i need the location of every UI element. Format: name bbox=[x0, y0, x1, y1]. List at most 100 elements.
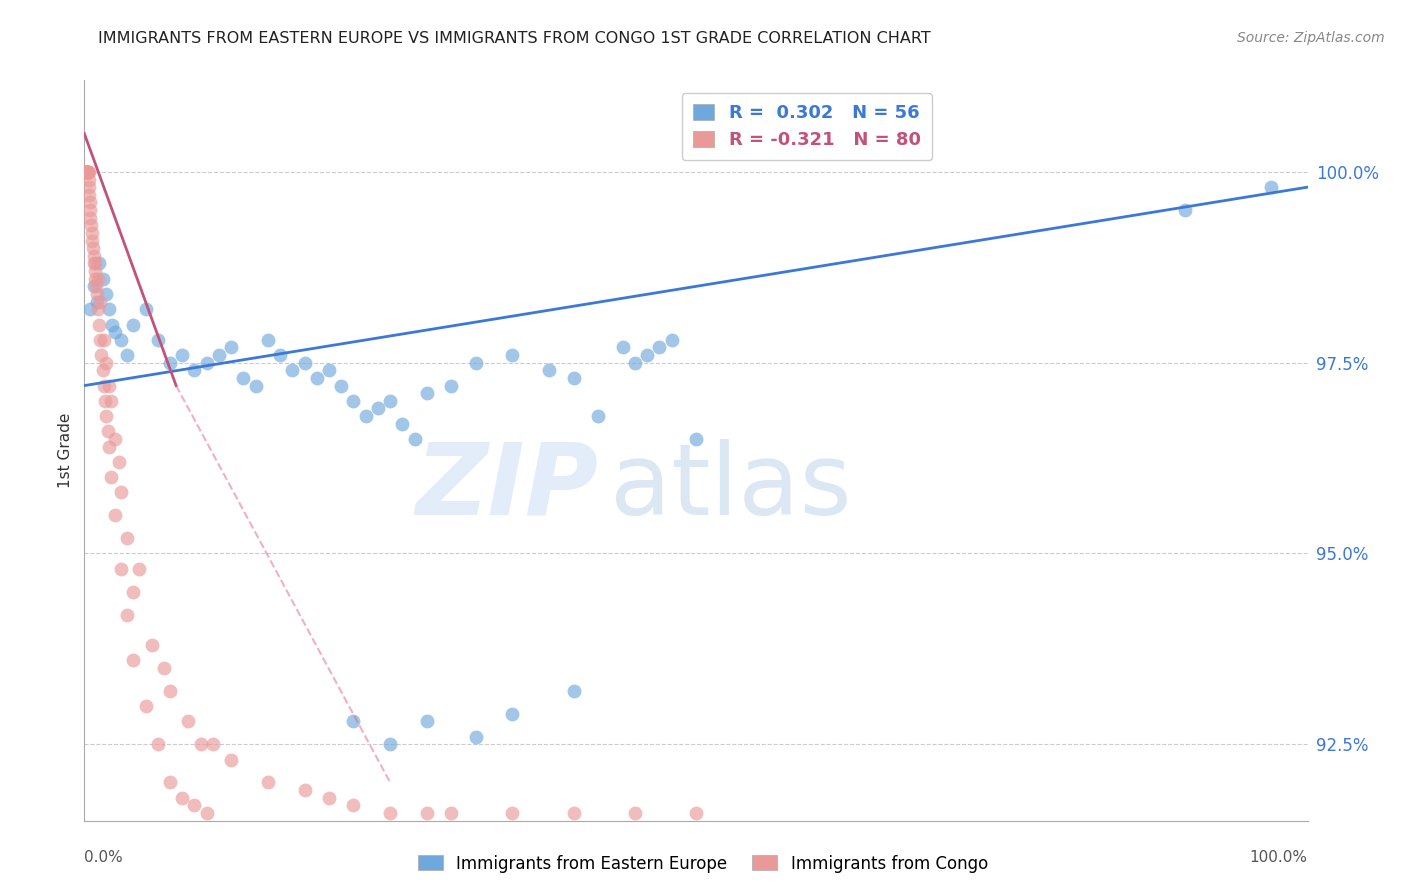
Point bbox=[96, 409, 118, 423]
Point bbox=[104, 432, 127, 446]
Point bbox=[93, 333, 115, 347]
Point bbox=[685, 432, 707, 446]
Y-axis label: 1st Grade: 1st Grade bbox=[58, 413, 73, 488]
Point bbox=[84, 271, 107, 285]
Point bbox=[440, 378, 463, 392]
Point bbox=[75, 165, 97, 179]
Point bbox=[110, 562, 132, 576]
Point bbox=[354, 409, 377, 423]
Point bbox=[122, 653, 145, 667]
Point bbox=[318, 790, 340, 805]
Point bbox=[416, 714, 439, 729]
Point bbox=[91, 363, 114, 377]
Text: IMMIGRANTS FROM EASTERN EUROPE VS IMMIGRANTS FROM CONGO 1ST GRADE CORRELATION CH: IMMIGRANTS FROM EASTERN EUROPE VS IMMIGR… bbox=[98, 31, 931, 46]
Point bbox=[110, 333, 132, 347]
Point bbox=[79, 302, 101, 317]
Point bbox=[93, 378, 115, 392]
Point bbox=[380, 393, 402, 408]
Point bbox=[76, 165, 98, 179]
Point bbox=[502, 706, 524, 721]
Point bbox=[97, 378, 120, 392]
Text: 0.0%: 0.0% bbox=[84, 850, 124, 865]
Text: ZIP: ZIP bbox=[415, 439, 598, 536]
Point bbox=[562, 684, 585, 698]
Point bbox=[76, 165, 98, 179]
Point bbox=[110, 485, 132, 500]
Point bbox=[75, 165, 97, 179]
Point bbox=[502, 805, 524, 820]
Legend: Immigrants from Eastern Europe, Immigrants from Congo: Immigrants from Eastern Europe, Immigran… bbox=[412, 848, 994, 880]
Point bbox=[153, 661, 176, 675]
Point bbox=[624, 805, 647, 820]
Point bbox=[208, 348, 231, 362]
Point bbox=[146, 333, 169, 347]
Point bbox=[661, 333, 683, 347]
Point bbox=[380, 737, 402, 751]
Point bbox=[636, 348, 658, 362]
Point bbox=[380, 805, 402, 820]
Point bbox=[201, 737, 224, 751]
Point bbox=[648, 340, 671, 354]
Point bbox=[190, 737, 212, 751]
Text: Source: ZipAtlas.com: Source: ZipAtlas.com bbox=[1237, 31, 1385, 45]
Point bbox=[159, 684, 181, 698]
Point bbox=[83, 256, 105, 270]
Point bbox=[82, 234, 104, 248]
Point bbox=[195, 805, 218, 820]
Point bbox=[77, 180, 100, 194]
Point bbox=[685, 805, 707, 820]
Point bbox=[159, 356, 181, 370]
Point bbox=[562, 371, 585, 385]
Point bbox=[416, 805, 439, 820]
Point bbox=[257, 775, 280, 789]
Point bbox=[80, 219, 103, 233]
Point bbox=[79, 211, 101, 225]
Point bbox=[232, 371, 254, 385]
Point bbox=[122, 318, 145, 332]
Point bbox=[76, 165, 98, 179]
Point bbox=[177, 714, 200, 729]
Point bbox=[115, 531, 138, 545]
Point bbox=[87, 318, 110, 332]
Point bbox=[342, 714, 364, 729]
Point bbox=[87, 271, 110, 285]
Point bbox=[172, 790, 194, 805]
Point bbox=[75, 165, 97, 179]
Point bbox=[586, 409, 609, 423]
Point bbox=[79, 195, 101, 210]
Point bbox=[115, 607, 138, 622]
Point bbox=[195, 356, 218, 370]
Point bbox=[90, 348, 112, 362]
Point bbox=[219, 753, 242, 767]
Point bbox=[294, 356, 316, 370]
Point bbox=[87, 302, 110, 317]
Point bbox=[83, 249, 105, 263]
Point bbox=[141, 638, 163, 652]
Point bbox=[97, 302, 120, 317]
Point bbox=[77, 165, 100, 179]
Point bbox=[94, 393, 117, 408]
Point bbox=[391, 417, 413, 431]
Point bbox=[342, 393, 364, 408]
Point bbox=[172, 348, 194, 362]
Point bbox=[183, 798, 205, 813]
Point bbox=[107, 455, 129, 469]
Point bbox=[281, 363, 304, 377]
Point bbox=[122, 584, 145, 599]
Point bbox=[91, 271, 114, 285]
Point bbox=[115, 348, 138, 362]
Point bbox=[219, 340, 242, 354]
Point bbox=[89, 333, 111, 347]
Point bbox=[624, 356, 647, 370]
Legend: R =  0.302   N = 56, R = -0.321   N = 80: R = 0.302 N = 56, R = -0.321 N = 80 bbox=[682, 93, 932, 161]
Point bbox=[183, 363, 205, 377]
Point bbox=[89, 294, 111, 309]
Point bbox=[146, 737, 169, 751]
Point bbox=[404, 432, 426, 446]
Point bbox=[80, 226, 103, 240]
Point bbox=[502, 348, 524, 362]
Point bbox=[84, 279, 107, 293]
Point bbox=[538, 363, 561, 377]
Point bbox=[159, 775, 181, 789]
Point bbox=[87, 256, 110, 270]
